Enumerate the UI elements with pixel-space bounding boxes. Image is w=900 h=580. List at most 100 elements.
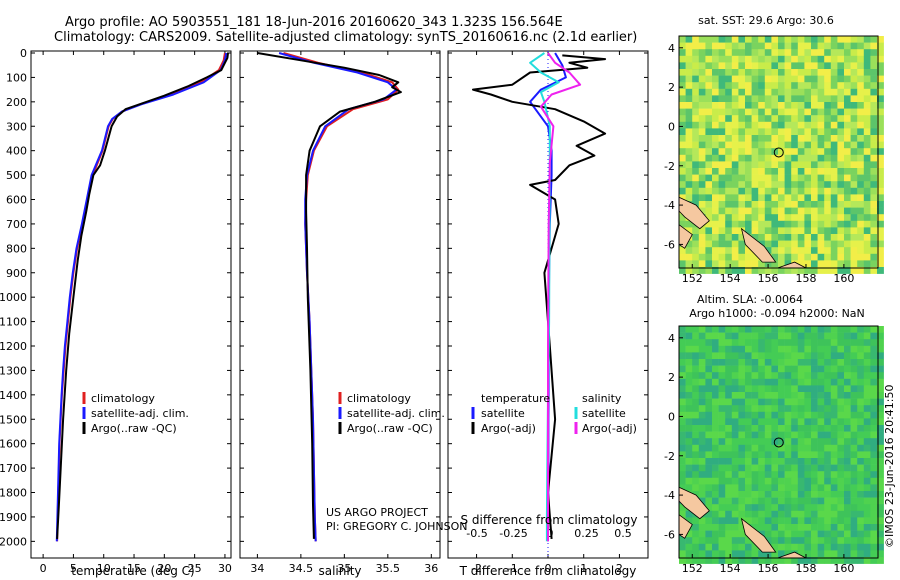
map-cell bbox=[712, 345, 719, 353]
map-cell bbox=[771, 504, 779, 512]
map-cell bbox=[745, 82, 752, 90]
map-cell bbox=[877, 42, 884, 50]
map-cell bbox=[705, 82, 713, 90]
map-cell bbox=[685, 471, 693, 479]
map-cell bbox=[863, 154, 871, 162]
map-cell bbox=[738, 75, 746, 83]
map-cell bbox=[718, 247, 726, 255]
map-cell bbox=[679, 260, 686, 268]
map-cell bbox=[870, 431, 878, 439]
map-cell bbox=[830, 431, 838, 439]
map-cell bbox=[718, 168, 726, 175]
map-cell bbox=[797, 431, 805, 439]
map-cell bbox=[784, 154, 792, 162]
map-cell bbox=[705, 411, 713, 419]
map-cell bbox=[784, 497, 792, 505]
map-cell bbox=[817, 220, 825, 228]
map-cell bbox=[877, 543, 884, 551]
map-cell bbox=[857, 345, 865, 353]
map-cell bbox=[718, 102, 726, 109]
map-cell bbox=[692, 201, 700, 208]
map-cell bbox=[870, 491, 878, 498]
map-cell bbox=[804, 524, 812, 531]
map-cell bbox=[758, 174, 766, 182]
map-cell bbox=[830, 88, 838, 96]
map-cell bbox=[778, 504, 785, 512]
map-cell bbox=[705, 425, 713, 432]
map-cell bbox=[863, 148, 871, 156]
map-cell bbox=[764, 458, 772, 465]
map-cell bbox=[863, 240, 871, 248]
map-cell bbox=[712, 537, 719, 545]
map-cell bbox=[764, 425, 772, 432]
map-cell bbox=[830, 524, 838, 531]
map-cell bbox=[718, 154, 726, 162]
map-cell bbox=[844, 550, 851, 558]
map-cell bbox=[811, 115, 818, 123]
map-cell bbox=[692, 88, 700, 96]
map-cell bbox=[844, 438, 851, 446]
map-cell bbox=[751, 220, 759, 228]
map-cell bbox=[877, 378, 884, 386]
map-cell bbox=[692, 55, 700, 63]
map-cell bbox=[751, 438, 759, 446]
map-cell bbox=[811, 42, 818, 50]
map-cell bbox=[745, 69, 752, 76]
map-cell bbox=[797, 438, 805, 446]
map-cell bbox=[817, 438, 825, 446]
map-cell bbox=[731, 458, 739, 465]
map-cell bbox=[725, 260, 733, 268]
map-cell bbox=[804, 504, 812, 512]
map-cell bbox=[784, 240, 792, 248]
map-cell bbox=[698, 537, 706, 545]
map-cell bbox=[877, 55, 884, 63]
map-cell bbox=[877, 332, 884, 340]
map-cell bbox=[837, 88, 845, 96]
map-cell bbox=[771, 227, 779, 235]
map-cell bbox=[685, 550, 693, 558]
map-cell bbox=[850, 260, 858, 268]
map-cell bbox=[705, 128, 713, 136]
map-cell bbox=[712, 253, 719, 261]
map-cell bbox=[784, 88, 792, 96]
map-cell bbox=[731, 398, 739, 406]
map-cell bbox=[751, 352, 759, 360]
map-cell bbox=[850, 181, 858, 189]
map-cell bbox=[811, 537, 818, 545]
map-cell bbox=[797, 458, 805, 465]
map-cell bbox=[837, 148, 845, 156]
map-cell bbox=[811, 438, 818, 446]
map-cell bbox=[751, 207, 759, 215]
map-cell bbox=[738, 359, 746, 366]
x-tick-label: 36 bbox=[424, 562, 438, 575]
map-cell bbox=[764, 557, 772, 564]
y-tick-label: 300 bbox=[6, 120, 27, 133]
map-cell bbox=[771, 517, 779, 525]
map-cell bbox=[877, 438, 884, 446]
map-cell bbox=[857, 524, 865, 531]
map-cell bbox=[837, 55, 845, 63]
map-cell bbox=[877, 207, 884, 215]
map-cell bbox=[824, 187, 832, 195]
map-cell bbox=[863, 524, 871, 531]
map-cell bbox=[877, 49, 884, 57]
map-cell bbox=[692, 253, 700, 261]
map-cell bbox=[791, 405, 799, 413]
map-cell bbox=[844, 260, 851, 268]
map-cell bbox=[745, 378, 752, 386]
map-cell bbox=[791, 62, 799, 70]
map-cell bbox=[758, 378, 766, 386]
map-cell bbox=[844, 477, 851, 485]
map-cell bbox=[712, 168, 719, 175]
map-cell bbox=[764, 550, 772, 558]
map-cell bbox=[758, 227, 766, 235]
map-cell bbox=[791, 458, 799, 465]
map-cell bbox=[751, 234, 759, 241]
map-cell bbox=[778, 438, 785, 446]
map-cell bbox=[784, 214, 792, 222]
map-cell bbox=[797, 365, 805, 373]
map-cell bbox=[705, 62, 713, 70]
map-cell bbox=[698, 207, 706, 215]
map-cell bbox=[751, 141, 759, 149]
map-cell bbox=[797, 471, 805, 479]
